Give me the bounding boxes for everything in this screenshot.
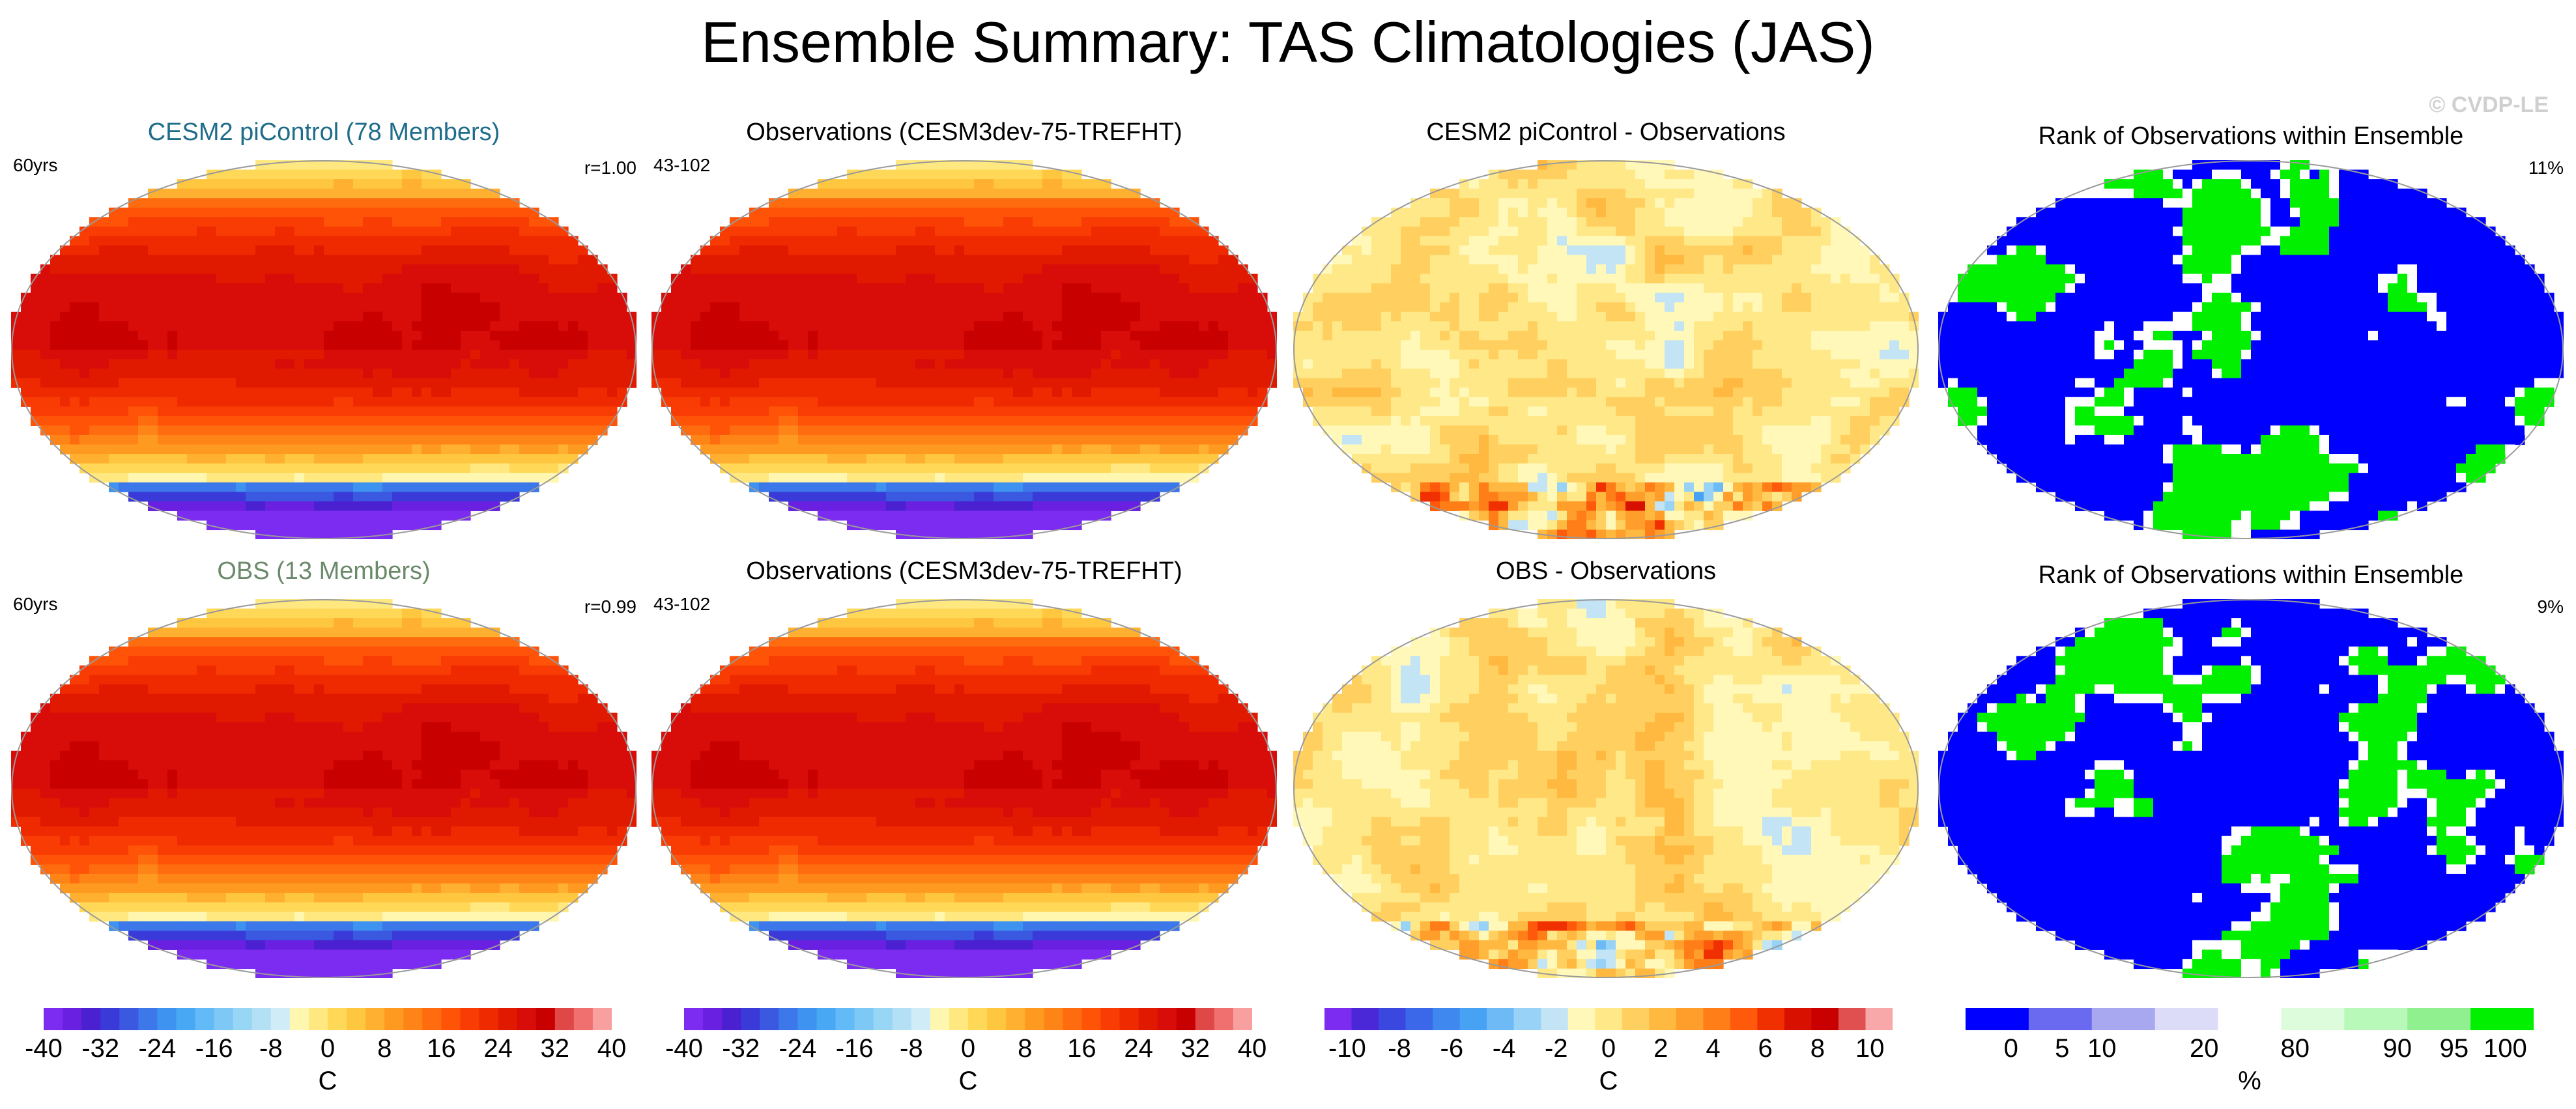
- colorbar-tick-label: 10: [2087, 1034, 2117, 1063]
- panel-right-label: r=1.00: [584, 158, 637, 178]
- panel-title: OBS - Observations: [1496, 557, 1716, 585]
- colorbar-unit: C: [1599, 1067, 1618, 1095]
- map-clim: [11, 599, 637, 978]
- colorbar-tick-label: 0: [320, 1034, 336, 1063]
- map-rank1: [1938, 160, 2564, 539]
- colorbar-tick-label: 24: [483, 1034, 513, 1063]
- panel-left-label: 60yrs: [13, 155, 58, 175]
- figure-title: Ensemble Summary: TAS Climatologies (JAS…: [701, 10, 1875, 74]
- colorbar-tick-label: -4: [1492, 1034, 1516, 1063]
- panel-right-label: 9%: [2537, 597, 2564, 617]
- colorbar-tick-label: 40: [597, 1034, 627, 1063]
- colorbar-tick-label: 20: [2189, 1034, 2219, 1063]
- map-clim: [651, 599, 1277, 978]
- colorbar: [44, 1008, 612, 1030]
- map-diff1: [1293, 160, 1919, 539]
- colorbar-tick-label: -40: [665, 1034, 703, 1063]
- colorbar-tick-label: -24: [138, 1034, 177, 1063]
- colorbar-tick-label: -40: [25, 1034, 63, 1063]
- colorbar-tick-label: 90: [2383, 1034, 2412, 1063]
- colorbar-tick-label: 100: [2483, 1034, 2527, 1063]
- colorbar-tick-label: -16: [195, 1034, 233, 1063]
- panel-left-label: 43-102: [653, 155, 711, 175]
- colorbar: [1324, 1008, 1893, 1030]
- panel-title: Rank of Observations within Ensemble: [2038, 122, 2464, 150]
- panel-title: Observations (CESM3dev-75-TREFHT): [746, 119, 1182, 146]
- colorbar-tick-label: 16: [427, 1034, 456, 1063]
- colorbar-tick-label: 0: [2003, 1034, 2018, 1063]
- colorbar-tick-label: 40: [1237, 1034, 1267, 1063]
- colorbar-tick-label: 32: [1181, 1034, 1210, 1063]
- colorbar: [1966, 1008, 2534, 1030]
- colorbar-tick-label: -10: [1328, 1034, 1366, 1063]
- colorbar-tick-label: 6: [1758, 1034, 1773, 1063]
- map-diff2: [1293, 599, 1919, 978]
- panel-right-label: 11%: [2528, 158, 2564, 178]
- colorbar-tick-label: 24: [1124, 1034, 1153, 1063]
- panel-title: Observations (CESM3dev-75-TREFHT): [746, 557, 1182, 585]
- map-rank2: [1938, 599, 2564, 978]
- colorbar-tick-label: -8: [900, 1034, 923, 1063]
- colorbar-tick-label: -8: [1388, 1034, 1411, 1063]
- colorbar-tick-label: 8: [377, 1034, 392, 1063]
- colorbar-tick-label: -2: [1544, 1034, 1568, 1063]
- colorbar-tick-label: 10: [1855, 1034, 1885, 1063]
- colorbar-tick-label: -8: [259, 1034, 283, 1063]
- colorbar-tick-label: 16: [1067, 1034, 1096, 1063]
- colorbar-tick-label: 80: [2280, 1034, 2310, 1063]
- panel-left-label: 43-102: [653, 594, 711, 614]
- colorbar-tick-label: -6: [1440, 1034, 1464, 1063]
- colorbar-tick-label: 32: [540, 1034, 570, 1063]
- colorbar-tick-label: -16: [835, 1034, 874, 1063]
- watermark: © CVDP-LE: [2429, 92, 2549, 117]
- colorbar-tick-label: 8: [1018, 1034, 1033, 1063]
- colorbar-tick-label: -24: [779, 1034, 817, 1063]
- colorbar-tick-label: 4: [1706, 1034, 1721, 1063]
- panel-title: CESM2 piControl - Observations: [1426, 119, 1786, 146]
- colorbar-tick-label: -32: [81, 1034, 120, 1063]
- colorbar-tick-label: 8: [1810, 1034, 1825, 1063]
- colorbar: [684, 1008, 1252, 1030]
- colorbar-tick-label: 2: [1653, 1034, 1668, 1063]
- colorbar-tick-label: -32: [722, 1034, 760, 1063]
- colorbar-tick-label: 5: [2055, 1034, 2070, 1063]
- map-clim: [11, 160, 637, 539]
- panel-right-label: r=0.99: [584, 597, 637, 617]
- panel-title: Rank of Observations within Ensemble: [2038, 561, 2464, 589]
- map-clim: [651, 160, 1277, 539]
- colorbar-tick-label: 95: [2439, 1034, 2469, 1063]
- colorbar-unit: C: [318, 1067, 337, 1095]
- panel-left-label: 60yrs: [13, 594, 58, 614]
- colorbar-unit: C: [958, 1067, 978, 1095]
- colorbar-unit: %: [2238, 1067, 2261, 1095]
- panel-title: CESM2 piControl (78 Members): [147, 119, 500, 146]
- panel-title: OBS (13 Members): [217, 557, 431, 585]
- colorbar-tick-label: 0: [960, 1034, 976, 1063]
- colorbar-tick-label: 0: [1601, 1034, 1616, 1063]
